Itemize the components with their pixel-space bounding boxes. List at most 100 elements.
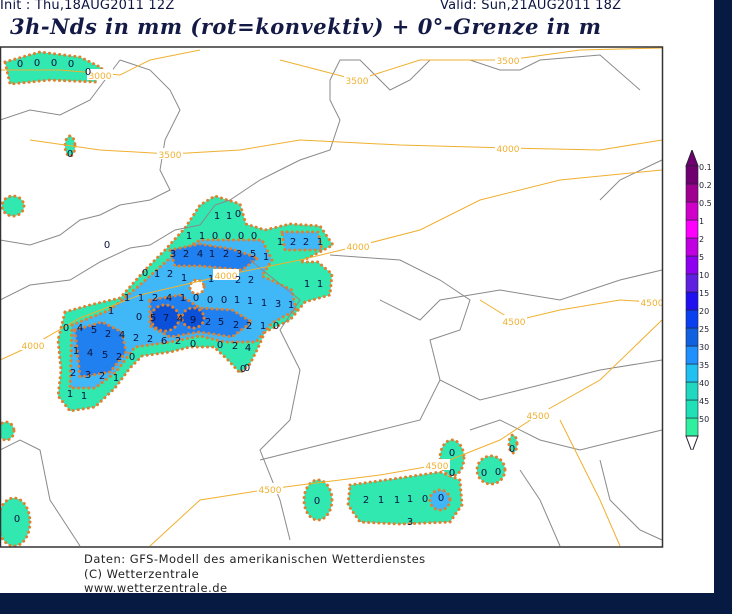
precip-value: 0 xyxy=(17,59,23,70)
precip-value: 2 xyxy=(232,341,238,352)
precip-area-south xyxy=(475,454,507,486)
precip-value: 1 xyxy=(288,300,294,311)
legend-swatch xyxy=(685,381,699,401)
precip-value: 6 xyxy=(161,336,167,347)
freezing-level-line xyxy=(0,169,663,361)
precip-value: 1 xyxy=(407,494,413,505)
legend-label: 45 xyxy=(699,397,709,406)
precipitation-areas xyxy=(0,50,519,548)
legend-swatch xyxy=(685,345,699,365)
legend-label: 15 xyxy=(699,289,709,298)
precip-value: 2 xyxy=(235,275,241,286)
precip-value: 0 xyxy=(438,493,444,504)
precip-value: 0 xyxy=(63,323,69,334)
precip-value: 3 xyxy=(236,249,242,260)
precip-value: 5 xyxy=(102,350,108,361)
legend-swatch xyxy=(685,291,699,311)
freezing-level-line xyxy=(279,47,663,81)
precip-value: 0 xyxy=(34,58,40,69)
precip-value: 0 xyxy=(449,468,455,479)
legend-label: 0.1 xyxy=(699,163,712,172)
contour-label: 4000 xyxy=(347,243,370,253)
precipitation-values: 1 11 1 0 0 0 01 2 2 13 2 4 1 2 3 5 10 1 2 1 1 2 2 1 11 1 2 4 1 0 0 0 1 1 1… xyxy=(14,58,515,528)
precip-value: 1 xyxy=(186,231,192,242)
precip-value: 1 xyxy=(208,274,214,285)
precip-area-south xyxy=(346,470,464,526)
contour-label: 4000 xyxy=(215,272,238,282)
precip-value: 1 xyxy=(263,252,269,263)
precip-value: 1 xyxy=(209,249,215,260)
precip-value: 0 xyxy=(212,231,218,242)
precip-value: 1 xyxy=(154,269,160,280)
precip-value: 1 xyxy=(317,237,323,248)
contour-label: 4500 xyxy=(527,412,550,422)
legend-swatch xyxy=(685,417,699,437)
border-line xyxy=(519,469,561,547)
precip-value: 2 xyxy=(167,269,173,280)
precip-value: 9 xyxy=(190,315,196,326)
legend-top-arrow xyxy=(685,150,699,167)
freezing-level-contours: 3000 350035003500400040004000400045004500… xyxy=(0,47,664,547)
precip-value: 2 xyxy=(303,237,309,248)
precip-value: 2 xyxy=(116,352,122,363)
color-scale-legend: 50 45 40 35 30 25 20 15 10 5 2 1 0.5 0.2 0.1 xyxy=(685,150,712,450)
precip-value: 0 xyxy=(509,444,515,455)
legend-label: 0.5 xyxy=(699,199,712,208)
legend-swatch xyxy=(685,363,699,383)
freezing-level-line xyxy=(149,319,663,547)
footer-copyright: (C) Wetterzentrale xyxy=(84,567,200,581)
precip-value: 1 xyxy=(138,293,144,304)
precip-value: 0 xyxy=(314,496,320,507)
contour-label: 4500 xyxy=(503,318,526,328)
contour-label: 3000 xyxy=(89,72,112,82)
precip-value: 3 xyxy=(85,370,91,381)
precip-value: 0 xyxy=(251,231,257,242)
precip-value: 0 xyxy=(207,295,213,306)
border-line xyxy=(599,459,663,541)
precip-value: 4 xyxy=(77,323,83,334)
precip-value: 0 xyxy=(51,58,57,69)
precip-value: 2 xyxy=(183,249,189,260)
legend-label: 50 xyxy=(699,415,709,424)
precip-value: 1 xyxy=(67,389,73,400)
border-line xyxy=(0,59,181,246)
precip-value: 0 xyxy=(14,514,20,525)
precip-value: 5 xyxy=(250,249,256,260)
precip-value: 1 xyxy=(261,298,267,309)
border-line xyxy=(259,379,441,461)
precip-value: 1 xyxy=(113,373,119,384)
precip-area-small xyxy=(0,420,16,442)
border-line xyxy=(379,269,663,321)
precip-value: 2 xyxy=(246,321,252,332)
legend-bottom-arrow xyxy=(685,435,699,450)
precip-area-mid xyxy=(168,242,260,272)
precip-value: 4 xyxy=(119,330,125,341)
precip-value: 0 xyxy=(221,295,227,306)
precip-value: 2 xyxy=(133,333,139,344)
precip-value: 1 xyxy=(234,295,240,306)
footer-website[interactable]: www.wetterzentrale.de xyxy=(84,581,228,595)
map-title: 3h-Nds in mm (rot=konvektiv) + 0°-Grenze… xyxy=(10,14,602,39)
precip-value: 2 xyxy=(175,336,181,347)
precip-value: 1 xyxy=(247,296,253,307)
init-time: Init : Thu,18AUG2011 12Z xyxy=(0,0,175,13)
precip-area-south xyxy=(302,478,334,522)
precip-value: 0 xyxy=(142,268,148,279)
precip-value: 2 xyxy=(290,237,296,248)
precip-value: 4 xyxy=(166,293,172,304)
precip-value: 0 xyxy=(129,352,135,363)
contour-label: 3500 xyxy=(497,57,520,67)
precip-value: 0 xyxy=(273,321,279,332)
legend-swatch xyxy=(685,327,699,347)
precip-value: 0 xyxy=(190,339,196,350)
legend-swatch xyxy=(685,219,699,239)
contour-label: 4500 xyxy=(426,462,449,472)
precip-value: 0 xyxy=(217,340,223,351)
precip-value: 7 xyxy=(163,313,169,324)
legend-label: 30 xyxy=(699,343,709,352)
precip-value: 1 xyxy=(317,279,323,290)
precip-value: 1 xyxy=(277,237,283,248)
precip-value: 0 xyxy=(238,231,244,242)
precip-value: 2 xyxy=(233,320,239,331)
precip-value: 0 xyxy=(136,312,142,323)
